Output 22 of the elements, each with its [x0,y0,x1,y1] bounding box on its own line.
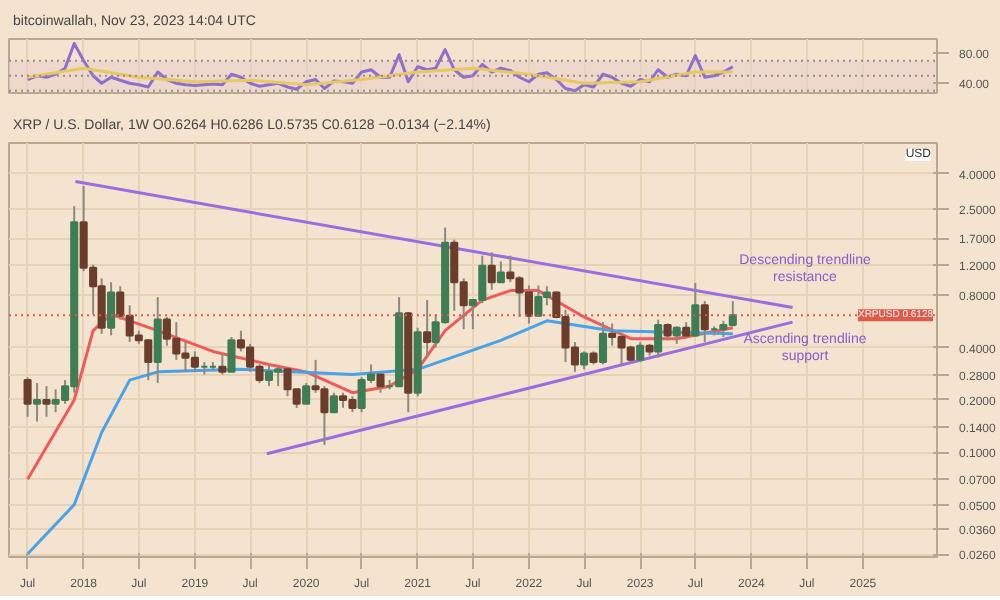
candlestick [218,352,227,376]
candlestick [42,385,51,418]
candlestick [487,251,496,291]
candlestick [423,299,432,359]
candlestick [700,300,709,344]
candlestick [376,373,385,394]
line-series [26,66,735,87]
candlestick [691,282,700,338]
candlestick [329,391,338,414]
candlestick [23,376,32,418]
candlestick [107,281,116,337]
candlestick [636,341,645,364]
candlestick [227,336,236,373]
candlestick [153,296,162,385]
candlestick [654,318,663,359]
line-series [26,319,735,556]
line-series [26,42,735,93]
candlestick [32,382,42,423]
candlestick [302,382,311,405]
candlestick [534,284,543,318]
candlestick [598,321,608,366]
candlestick [264,363,274,388]
